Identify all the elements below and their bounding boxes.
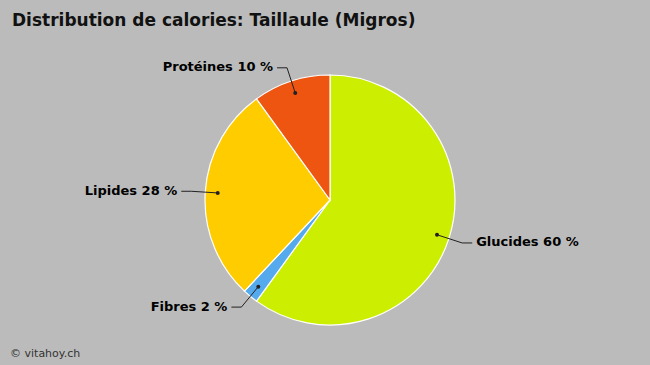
chart-svg: Distribution de calories: Taillaule (Mig…	[0, 0, 650, 365]
slice-label: Glucides 60 %	[476, 234, 579, 249]
leader-line	[437, 235, 472, 243]
chart-container: Distribution de calories: Taillaule (Mig…	[0, 0, 650, 365]
pie-slice	[257, 75, 330, 200]
leader-dot	[293, 91, 297, 95]
leader-dot	[435, 233, 439, 237]
leader-line	[181, 191, 217, 193]
labels: Glucides 60 % Fibres 2 % Lipides 28 % Proté…	[85, 59, 579, 313]
title: Distribution de calories: Taillaule (Mig…	[12, 10, 415, 30]
watermark: © vitahoy.ch	[10, 347, 80, 360]
leader-line	[231, 287, 258, 307]
slice-label: Lipides 28 %	[85, 183, 178, 198]
leader-dot	[256, 285, 260, 289]
slices	[205, 75, 455, 325]
leader-dot	[216, 191, 220, 195]
slice-label: Protéines 10 %	[163, 59, 273, 74]
slice-label: Fibres 2 %	[151, 299, 228, 314]
leader-line	[277, 68, 295, 93]
